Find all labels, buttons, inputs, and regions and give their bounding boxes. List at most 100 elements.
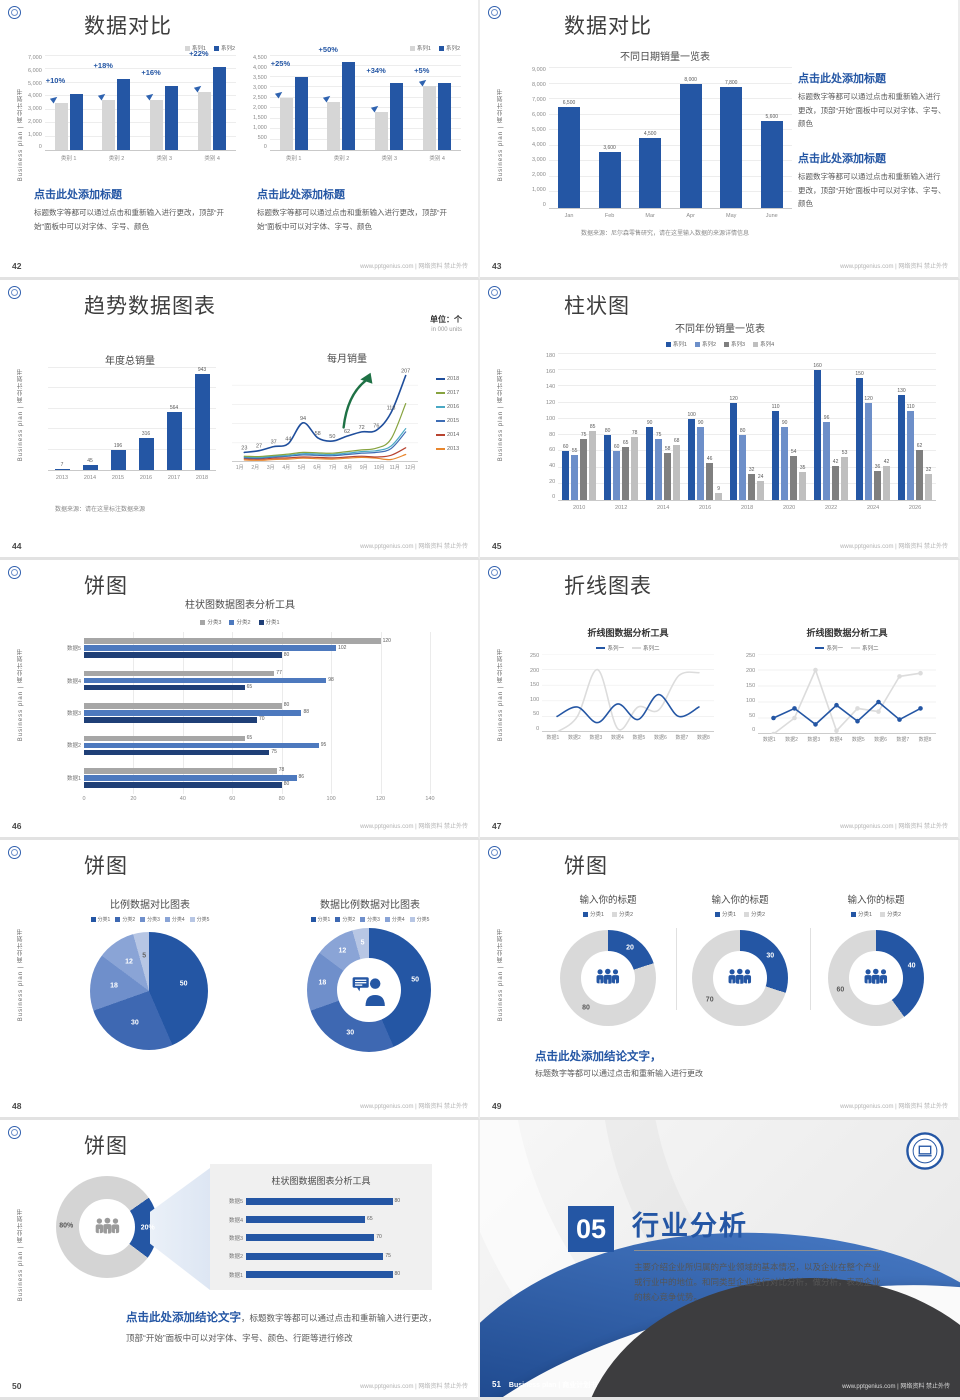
bar-value-label: 80: [739, 428, 746, 435]
bar-column: 55: [571, 354, 579, 500]
x-tick-label: Mar: [645, 212, 655, 219]
bar: [198, 92, 212, 150]
legend-label: 系列1: [672, 342, 687, 348]
bar: [423, 86, 437, 150]
bar-column: [390, 56, 404, 150]
y-tick-label: 2,000: [532, 172, 546, 179]
bar-value-label: 35: [799, 464, 806, 471]
legend-item: 系列1: [409, 44, 431, 52]
slide-48[interactable]: Business plan | 商业计划书 饼图 比例数据对比图表 分类1 分类2…: [0, 840, 480, 1120]
y-tick-label: 100: [530, 696, 540, 703]
bar: [916, 449, 924, 500]
bar-line: 75: [84, 749, 430, 756]
horizontal-bar-chart: 数据5 120 102 80 数据4 77 98 65 数据3 80 88 70 数据2 65 95 75 数据…: [58, 632, 435, 804]
legend-swatch: [880, 911, 885, 917]
chart-legend: 分类3 分类2 分类1: [90, 618, 390, 626]
point-label: 62: [344, 429, 350, 435]
x-tick-label: 类别 3: [381, 155, 398, 162]
bar-cluster: 65 95 75: [84, 735, 430, 756]
slide-51-section-divider[interactable]: 05 行业分析 主要介绍企业所归属的产业领域的基本情况，以及企业在整个产业或行业…: [480, 1120, 960, 1400]
bar-value-label: 120: [864, 395, 873, 402]
slide-44[interactable]: Business plan | 商业计划书 趋势数据图表 单位：个 in 000…: [0, 280, 480, 560]
bar-value-label: 943: [197, 367, 207, 373]
slide-50[interactable]: Business plan | 商业计划书 饼图 20% 80% 柱状图数据图表分…: [0, 1120, 480, 1400]
conclusion-body: 标题数字等都可以通过点击和重新输入进行更改: [535, 1069, 703, 1078]
data-point: [771, 731, 776, 734]
bar-line: 65: [84, 685, 430, 691]
bar: [150, 100, 164, 150]
bar: [390, 83, 404, 150]
point-label: 94: [300, 416, 306, 422]
x-tick-label: 2026: [908, 504, 922, 511]
bar-column: 90: [646, 354, 654, 500]
bar-column: 75: [655, 354, 663, 500]
gridline: [558, 434, 936, 436]
conclusion-heading: 点击此处添加结论文字: [126, 1312, 241, 1324]
x-axis: 类别 1 类别 2 类别 3 类别 4: [270, 151, 461, 162]
legend-item: 分类2: [335, 916, 355, 923]
bar-column: [150, 56, 164, 150]
legend-item: 分类4: [384, 916, 405, 923]
bar: [54, 469, 70, 470]
section-body: 主要介绍企业所归属的产业领域的基本情况，以及企业在整个产业或行业中的地位。和同类…: [634, 1262, 881, 1302]
school-logo-icon: [8, 846, 21, 859]
legend-swatch: [436, 434, 445, 436]
bar-column: [165, 56, 179, 150]
bar-value-label: 9: [717, 485, 721, 492]
bar-group: 7,800: [711, 68, 752, 208]
bar: [279, 97, 293, 150]
donut-hole: [581, 951, 635, 1005]
slide-47[interactable]: Business plan | 商业计划书 折线图表 折线图数据分析工具 系列一…: [480, 560, 960, 840]
slide-42[interactable]: Business plan | 商业计划书 数据对比 系列1 系列2 7,000 6…: [0, 0, 480, 280]
y-axis: 9,000 8,000 7,000 6,000 5,000 4,000 3,000 2,000…: [532, 67, 549, 209]
bar-group: 8,000: [670, 68, 711, 208]
bar-value-label: 564: [169, 405, 179, 412]
bar: [84, 717, 257, 723]
category-label: 数据1: [66, 775, 81, 782]
gridline: [558, 466, 936, 468]
bar-cluster: 120 102 80: [84, 638, 430, 658]
slice-label: 30: [766, 952, 775, 960]
slide-46[interactable]: Business plan | 商业计划书 饼图 柱状图数据图表分析工具 分类3…: [0, 560, 480, 840]
growth-arrow-head: [360, 372, 373, 384]
slide-49[interactable]: Business plan | 商业计划书 饼图 输入你的标题 分类1 分类2 2…: [480, 840, 960, 1120]
bar-group: +5%: [413, 56, 461, 150]
bar-column: 943: [194, 367, 210, 470]
caption-block: 点击此处添加标题 标题数字等都可以通过点击和重新输入进行更改，顶部“开始”面板中…: [257, 186, 457, 233]
gridline: [548, 82, 792, 84]
bar: [165, 85, 179, 150]
legend-item: 系列1: [665, 340, 687, 348]
x-tick-label: 10月: [373, 465, 385, 471]
pie-disc: 30 70: [692, 930, 788, 1026]
bar-column: 32: [748, 354, 756, 500]
slice-label: 40: [907, 962, 916, 970]
gridline: [558, 450, 936, 452]
bar-column: 4,500: [639, 68, 662, 208]
bar-value-label: 90: [646, 420, 653, 426]
legend-item: 2013: [436, 446, 459, 452]
bar-value-label: 65: [367, 1216, 373, 1223]
legend-swatch: [90, 917, 96, 922]
legend-swatch: [310, 917, 316, 922]
point-label: 27: [256, 444, 262, 450]
legend-swatch: [436, 378, 445, 380]
donut-chart: 30 70: [692, 930, 788, 1026]
gridline: [558, 401, 936, 403]
legend-label: 2013: [447, 446, 460, 452]
bar-line: 80: [84, 652, 430, 658]
slide-45[interactable]: Business plan | 商业计划书 柱状图 不同年份销量一览表 系列1 系…: [480, 280, 960, 560]
bar-value-label: 77: [276, 670, 282, 677]
bar-value-label: 88: [303, 709, 310, 716]
slide-43[interactable]: Business plan | 商业计划书 数据对比 不同日期销量一览表 9,0…: [480, 0, 960, 280]
x-tick-label: 类别 4: [429, 155, 445, 162]
people-group-icon: [864, 969, 888, 985]
bar-column: 60: [562, 354, 570, 500]
bar-line: 80: [246, 1197, 420, 1205]
slice-label: 5: [142, 952, 147, 960]
slice-label: 50: [411, 976, 420, 984]
bar-group: 90 75 58 68: [642, 354, 684, 500]
legend-item: 分类1: [714, 910, 736, 918]
bar-group: 160 96 42 53: [810, 354, 852, 500]
x-tick-label: 数据3: [807, 737, 821, 743]
